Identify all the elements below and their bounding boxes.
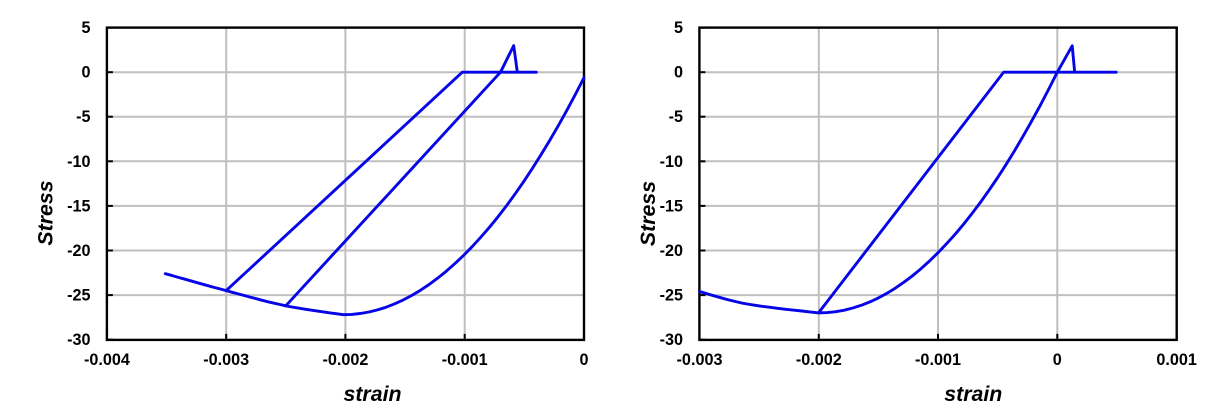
svg-text:-15: -15 (660, 197, 683, 215)
svg-text:0: 0 (81, 64, 90, 82)
svg-text:5: 5 (674, 19, 683, 37)
svg-text:-5: -5 (76, 108, 90, 126)
svg-text:0: 0 (579, 351, 588, 369)
svg-text:0: 0 (1053, 351, 1062, 369)
svg-text:-30: -30 (67, 331, 90, 349)
svg-text:-0.003: -0.003 (677, 351, 723, 369)
svg-text:-10: -10 (660, 153, 683, 171)
svg-text:-15: -15 (67, 197, 90, 215)
svg-text:strain: strain (344, 382, 402, 406)
svg-text:-20: -20 (660, 242, 683, 260)
svg-text:-5: -5 (669, 108, 683, 126)
svg-text:-0.001: -0.001 (915, 351, 961, 369)
svg-text:-25: -25 (67, 287, 90, 305)
svg-text:-20: -20 (67, 242, 90, 260)
svg-text:-30: -30 (660, 331, 683, 349)
svg-text:Stress: Stress (34, 180, 58, 245)
svg-text:0: 0 (674, 64, 683, 82)
svg-text:Stress: Stress (636, 181, 660, 246)
svg-text:-0.001: -0.001 (442, 351, 488, 369)
svg-text:-25: -25 (660, 287, 683, 305)
svg-text:0.001: 0.001 (1156, 351, 1197, 369)
svg-text:strain: strain (944, 382, 1002, 406)
svg-text:-0.003: -0.003 (203, 351, 249, 369)
svg-text:5: 5 (81, 19, 90, 37)
svg-text:-0.002: -0.002 (322, 351, 368, 369)
svg-text:-10: -10 (67, 153, 90, 171)
svg-text:-0.002: -0.002 (796, 351, 842, 369)
svg-text:-0.004: -0.004 (84, 351, 130, 369)
